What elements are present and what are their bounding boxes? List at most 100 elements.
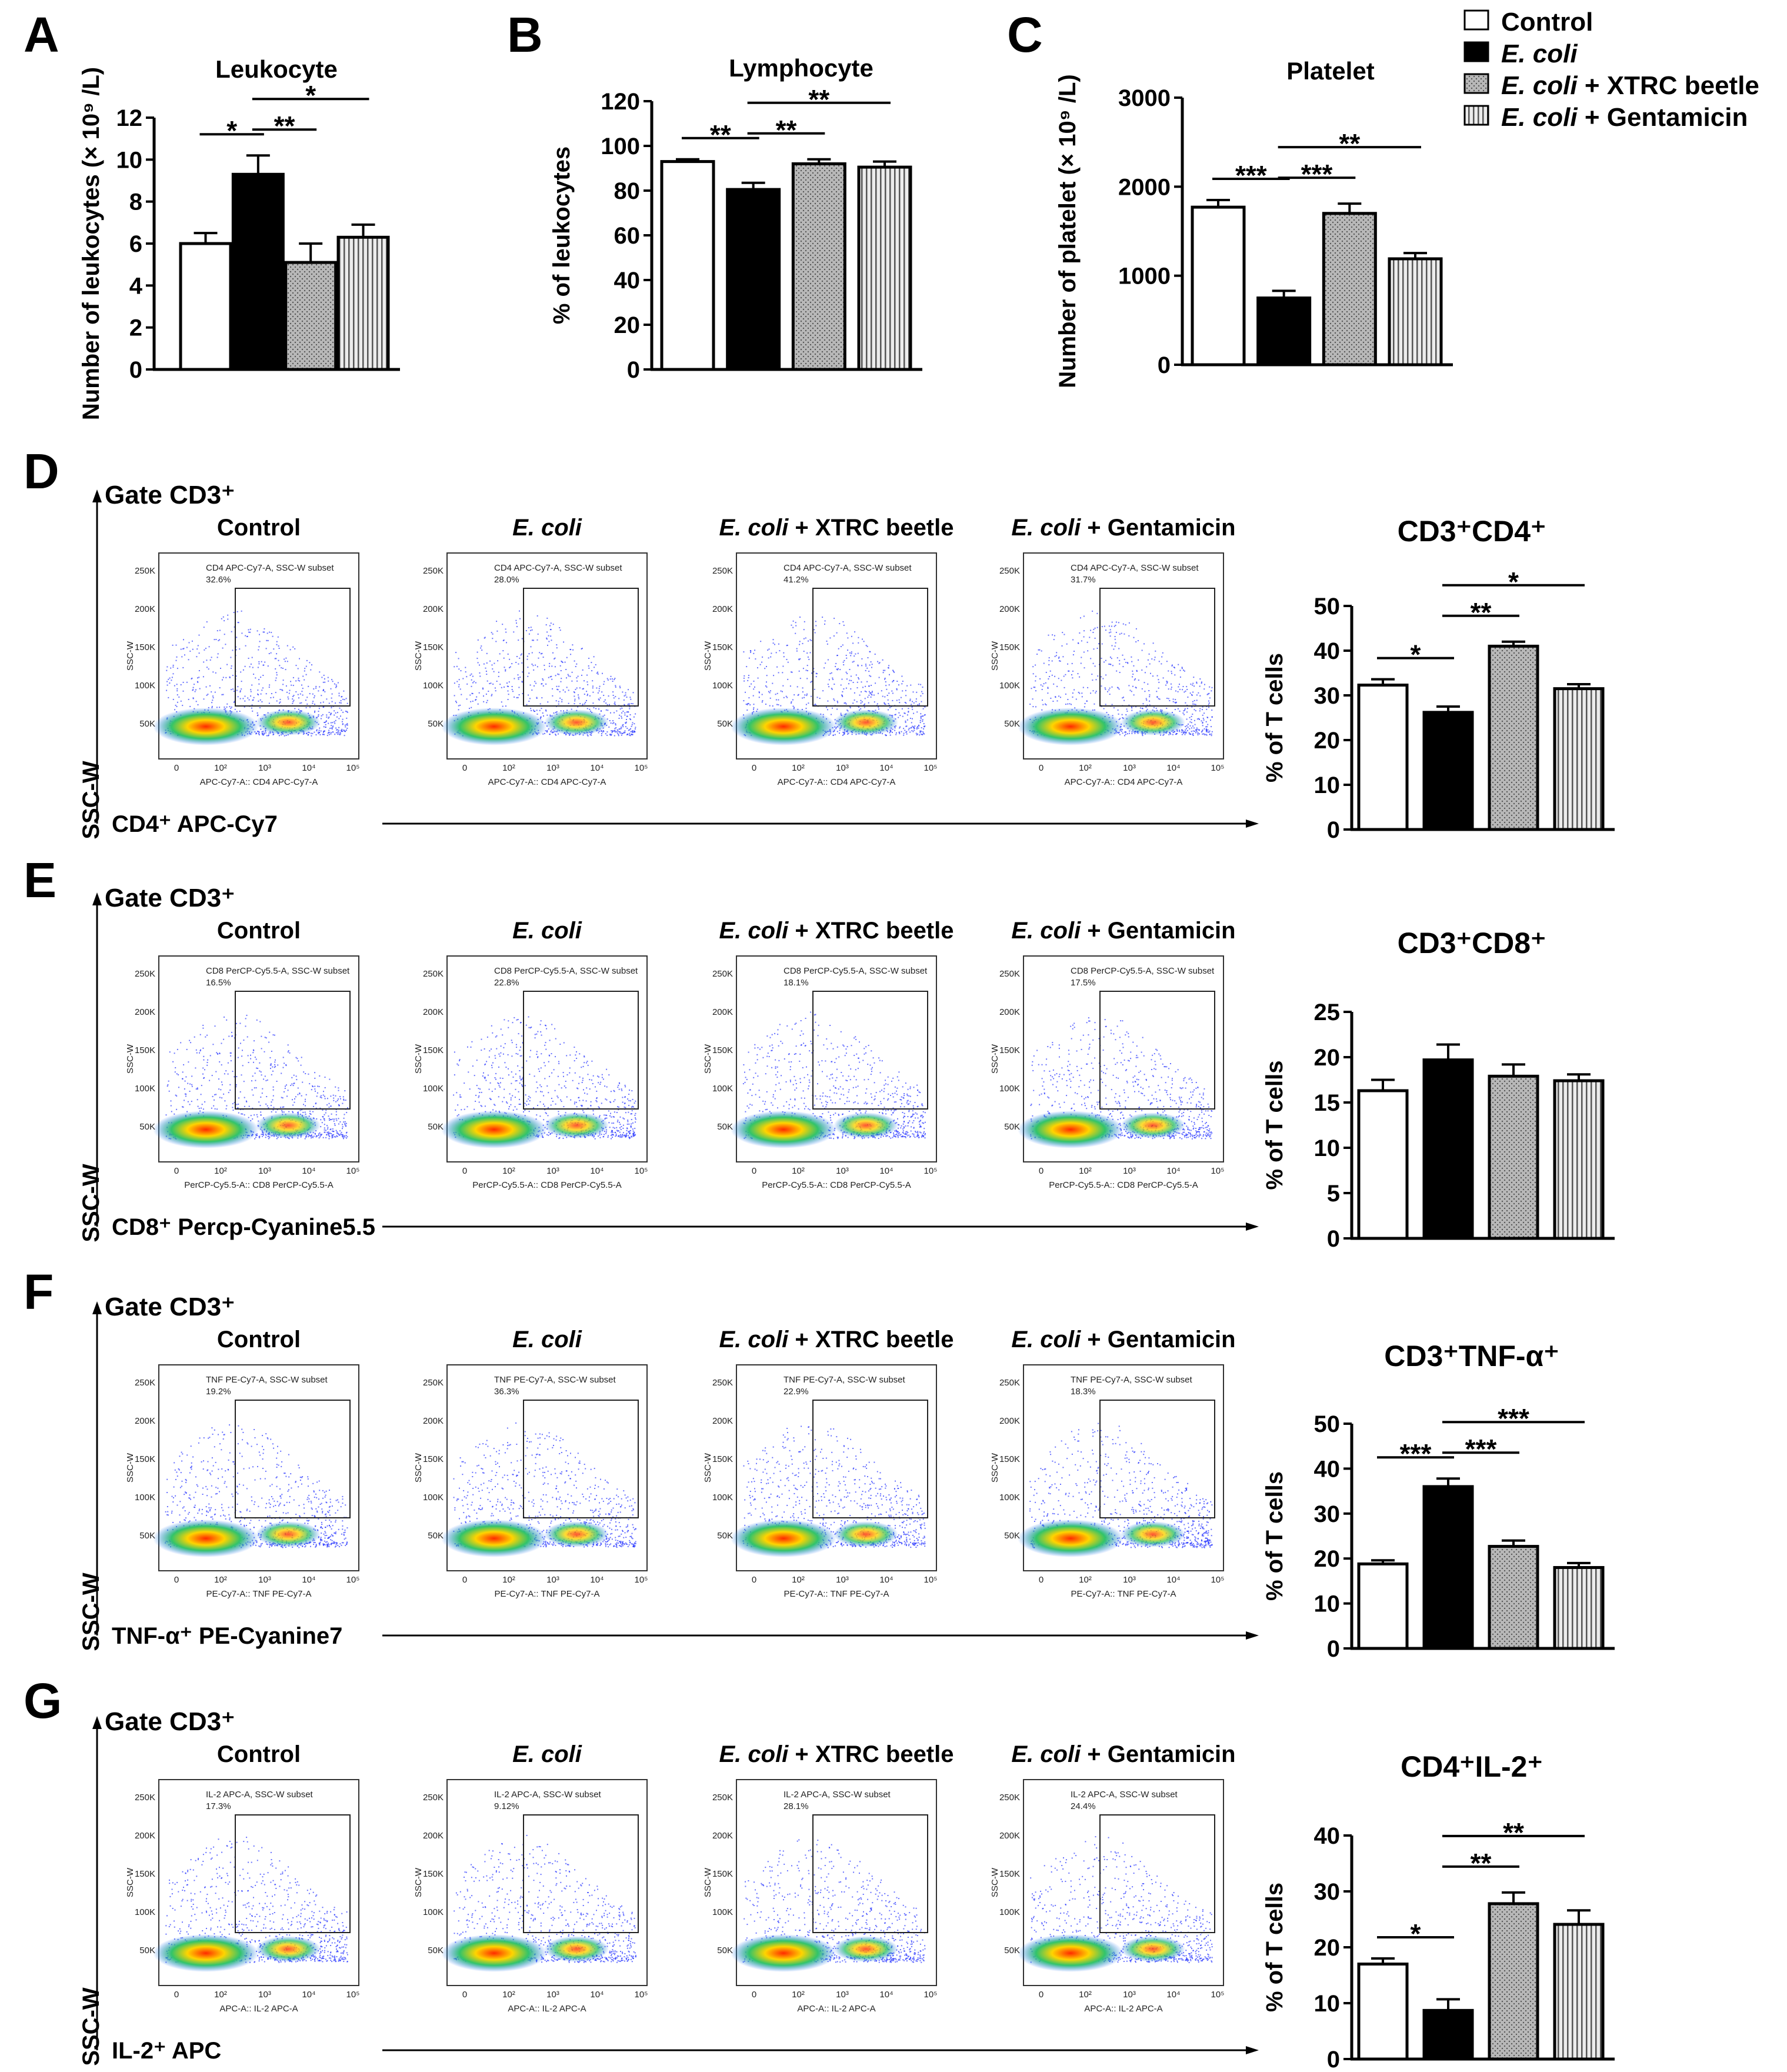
event-dot: [753, 707, 755, 709]
event-dot: [1066, 643, 1068, 645]
event-dot: [274, 1061, 276, 1063]
event-dot: [338, 1123, 339, 1125]
event-dot: [753, 680, 755, 682]
event-dot: [1143, 682, 1145, 684]
event-dot: [544, 669, 545, 671]
event-dot: [279, 689, 281, 690]
event-dot: [597, 1075, 599, 1077]
event-dot: [318, 1137, 320, 1139]
event-dot: [319, 1136, 321, 1138]
event-dot: [1178, 664, 1179, 665]
event-dot: [827, 709, 828, 711]
event-dot: [829, 672, 831, 674]
event-dot: [346, 1131, 348, 1133]
event-dot: [320, 1126, 322, 1128]
event-dot: [1063, 675, 1065, 677]
event-dot: [209, 685, 211, 687]
event-dot: [339, 1098, 341, 1100]
flow-y-tick: 100K: [135, 1084, 155, 1094]
event-dot: [471, 679, 472, 681]
event-dot: [346, 717, 348, 719]
event-dot: [881, 690, 882, 692]
event-dot: [316, 1095, 318, 1097]
event-dot: [1108, 689, 1110, 691]
event-dot: [555, 712, 556, 713]
event-dot: [869, 675, 871, 677]
event-dot: [198, 670, 200, 671]
event-dot: [1131, 732, 1133, 734]
event-dot: [893, 671, 895, 673]
event-dot: [608, 695, 609, 697]
event-dot: [878, 706, 879, 708]
event-dot: [242, 669, 244, 671]
event-dot: [624, 732, 626, 734]
event-dot: [332, 1128, 334, 1130]
event-dot: [242, 1050, 243, 1051]
event-dot: [570, 649, 572, 651]
event-dot: [589, 708, 591, 710]
event-dot: [211, 1075, 213, 1077]
y-tick-label: 3000: [1118, 85, 1171, 111]
event-dot: [320, 718, 322, 719]
event-dot: [581, 674, 582, 676]
event-dot: [1036, 654, 1038, 655]
event-dot: [215, 639, 217, 640]
y-tick-label: 6: [129, 231, 142, 257]
event-dot: [1097, 675, 1099, 677]
event-dot: [311, 1134, 312, 1136]
event-dot: [182, 1106, 184, 1108]
event-dot: [614, 701, 616, 703]
event-dot: [312, 732, 314, 734]
event-dot: [276, 1138, 278, 1140]
event-dot: [621, 732, 623, 734]
event-dot: [205, 686, 207, 688]
event-dot: [302, 688, 304, 689]
event-dot: [315, 1107, 317, 1109]
event-dot: [172, 673, 174, 675]
event-dot: [1108, 632, 1110, 634]
event-dot: [1125, 662, 1127, 663]
event-dot: [339, 731, 341, 733]
event-dot: [293, 1074, 295, 1076]
event-dot: [1091, 674, 1093, 675]
event-dot: [1115, 621, 1117, 623]
event-dot: [335, 702, 336, 704]
event-dot: [917, 726, 919, 727]
event-dot: [342, 1096, 344, 1098]
event-dot: [256, 715, 258, 717]
event-dot: [798, 694, 799, 695]
event-dot: [1211, 735, 1212, 737]
event-dot: [264, 732, 265, 734]
event-dot: [474, 1108, 475, 1110]
event-dot: [259, 1070, 261, 1072]
event-dot: [270, 697, 272, 698]
event-dot: [899, 702, 901, 704]
event-dot: [593, 707, 595, 708]
event-dot: [335, 684, 337, 686]
event-dot: [346, 711, 348, 712]
event-dot: [612, 730, 614, 732]
event-dot: [1205, 721, 1207, 722]
bar: [1388, 257, 1443, 367]
event-dot: [1058, 657, 1060, 658]
event-dot: [1207, 731, 1209, 733]
event-dot: [176, 1108, 178, 1110]
event-dot: [331, 679, 333, 681]
event-dot: [592, 1075, 594, 1077]
event-dot: [332, 1136, 334, 1138]
flow-x-tick: 10²: [1079, 763, 1092, 773]
event-dot: [531, 652, 533, 654]
event-dot: [1190, 683, 1192, 685]
event-dot: [229, 1084, 231, 1085]
event-dot: [342, 1134, 343, 1136]
event-dot: [576, 687, 578, 689]
event-dot: [906, 733, 908, 735]
event-dot: [332, 1094, 334, 1096]
event-dot: [1048, 659, 1050, 661]
event-dot: [314, 1088, 316, 1090]
event-dot: [302, 694, 304, 696]
event-dot: [1182, 729, 1183, 731]
event-dot: [597, 673, 599, 675]
event-dot: [550, 635, 552, 637]
event-dot: [539, 1071, 541, 1072]
